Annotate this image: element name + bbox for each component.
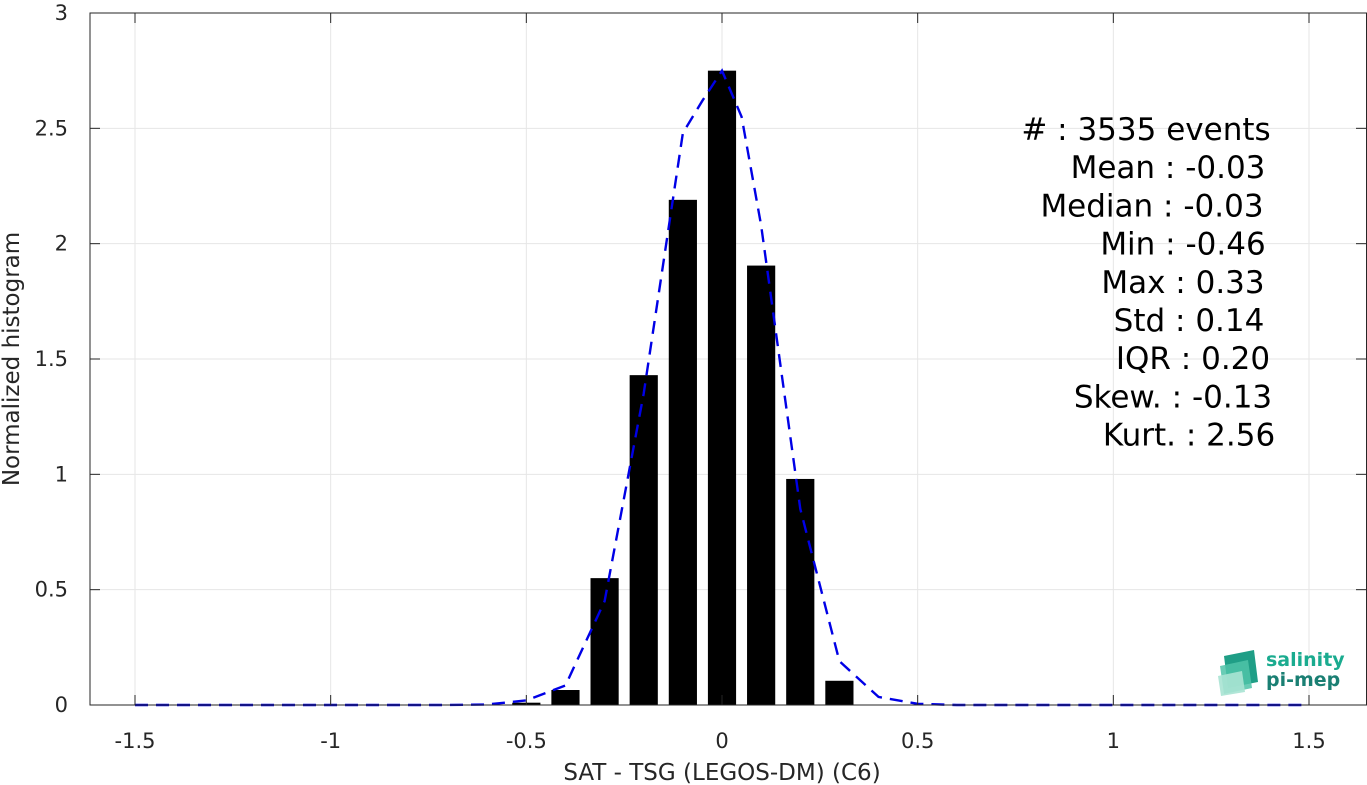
stat-line: Max : 0.33 bbox=[1101, 265, 1264, 301]
x-tick-label: -1.5 bbox=[115, 729, 156, 753]
histogram-bar bbox=[551, 690, 580, 705]
x-tick-label: -0.5 bbox=[506, 729, 547, 753]
histogram-bars bbox=[512, 70, 854, 705]
stat-line: Min : -0.46 bbox=[1100, 227, 1265, 263]
axis-ticks bbox=[90, 12, 1366, 706]
histogram-bar bbox=[747, 265, 776, 705]
x-tick-label: 0 bbox=[715, 729, 728, 753]
x-axis-label: SAT - TSG (LEGOS-DM) (C6) bbox=[563, 760, 880, 785]
stat-line: Skew. : -0.13 bbox=[1074, 379, 1272, 415]
x-tick-label: 1 bbox=[1107, 729, 1120, 753]
stat-line: Median : -0.03 bbox=[1040, 188, 1263, 224]
stat-line: # : 3535 events bbox=[1021, 112, 1270, 148]
logo-mark-icon bbox=[1218, 650, 1258, 696]
y-tick-label: 0 bbox=[55, 693, 68, 717]
stat-line: Mean : -0.03 bbox=[1071, 150, 1266, 186]
y-tick-label: 2.5 bbox=[35, 116, 68, 140]
stat-line: IQR : 0.20 bbox=[1116, 341, 1270, 377]
logo-line2: pi-mep bbox=[1266, 669, 1340, 691]
y-axis-label: Normalized histogram bbox=[0, 232, 25, 486]
histogram-bar bbox=[629, 375, 658, 705]
x-tick-label: 1.5 bbox=[1292, 729, 1325, 753]
x-tick-label: 0.5 bbox=[901, 729, 934, 753]
salinity-pimep-logo: salinity pi-mep bbox=[1218, 649, 1345, 696]
stat-line: Kurt. : 2.56 bbox=[1103, 418, 1275, 454]
histogram-bar bbox=[825, 680, 854, 705]
y-tick-label: 2 bbox=[55, 232, 68, 256]
histogram-bar bbox=[707, 70, 737, 705]
x-tick-labels: -1.5 -1 -0.5 0 0.5 1 1.5 bbox=[115, 729, 1326, 753]
logo-line1: salinity bbox=[1266, 649, 1345, 671]
histogram-bar bbox=[668, 199, 697, 705]
y-tick-label: 1.5 bbox=[35, 347, 68, 371]
x-tick-label: -1 bbox=[320, 729, 341, 753]
histogram-bar bbox=[786, 478, 815, 705]
stat-line: Std : 0.14 bbox=[1114, 303, 1265, 339]
y-tick-label: 3 bbox=[55, 1, 68, 25]
y-tick-label: 1 bbox=[55, 462, 68, 486]
y-tick-label: 0.5 bbox=[35, 578, 68, 602]
y-tick-labels: 0 0.5 1 1.5 2 2.5 3 bbox=[35, 1, 68, 717]
